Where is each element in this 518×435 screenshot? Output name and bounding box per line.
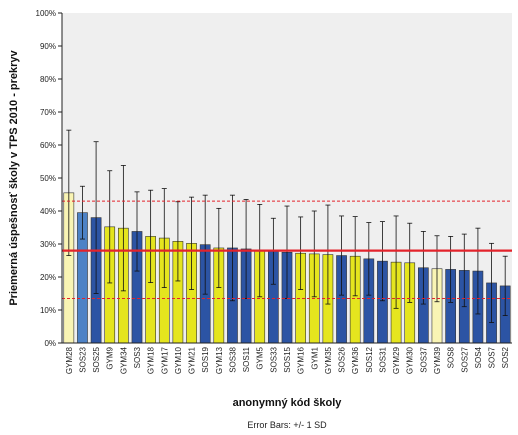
x-tick-label: SOS31: [378, 346, 387, 372]
x-tick-label: GYM35: [324, 346, 333, 374]
x-tick-label: SOS33: [269, 346, 278, 372]
x-tick-label: GYM16: [297, 346, 306, 374]
x-axis-label: anonymný kód školy: [233, 397, 343, 409]
y-tick-label: 50%: [40, 174, 56, 183]
x-tick-label: GYM28: [65, 346, 74, 374]
x-tick-label: GYM36: [351, 346, 360, 374]
x-tick-label: SOS15: [283, 346, 292, 372]
x-tick-label: GYM1: [310, 346, 319, 369]
y-tick-labels: 0% 10% 20% 30% 40% 50% 60% 70% 80% 90% 100%: [36, 9, 62, 348]
y-tick-label: 80%: [40, 75, 56, 84]
y-tick-label: 100%: [36, 9, 56, 18]
error-bar-footnote: Error Bars: +/- 1 SD: [247, 420, 327, 430]
x-tick-label: GYM34: [119, 346, 128, 374]
x-tick-label: GYM13: [215, 346, 224, 374]
x-tick-labels: GYM28 SOS23 SOS25 GYM9 GYM34 SOS3 GYM18 GYM17 GY…: [65, 346, 510, 374]
y-tick-label: 60%: [40, 141, 56, 150]
y-tick-label: 90%: [40, 42, 56, 51]
x-tick-label: SOS19: [201, 346, 210, 372]
x-tick-label: GYM30: [406, 346, 415, 374]
x-tick-label: SOS27: [460, 346, 469, 372]
x-tick-label: SOS12: [365, 346, 374, 372]
x-tick-label: GYM5: [256, 346, 265, 369]
y-tick-label: 20%: [40, 273, 56, 282]
y-tick-label: 10%: [40, 306, 56, 315]
x-tick-label: GYM10: [174, 346, 183, 374]
x-tick-label: GYM9: [106, 346, 115, 369]
x-tick-label: SOS38: [228, 346, 237, 372]
error-bars: [66, 129, 508, 323]
x-tick-label: SOS26: [338, 346, 347, 372]
x-tick-label: GYM17: [160, 346, 169, 374]
x-tick-label: SOS25: [92, 346, 101, 372]
reference-lines: [62, 200, 512, 299]
x-tick-label: GYM18: [147, 346, 156, 374]
x-tick-label: SOS8: [447, 346, 456, 368]
x-tick-label: GYM39: [433, 346, 442, 374]
y-tick-label: 30%: [40, 240, 56, 249]
y-tick-label: 40%: [40, 207, 56, 216]
y-tick-label: 70%: [40, 108, 56, 117]
x-tick-label: SOS23: [78, 346, 87, 372]
y-tick-label: 0%: [44, 339, 56, 348]
y-axis-label: Priemerná úspešnosť školy v TPS 2010 - p…: [8, 49, 20, 305]
x-tick-label: SOS11: [242, 346, 251, 372]
x-tick-label: SOS37: [419, 346, 428, 372]
x-tick-label: SOS3: [133, 346, 142, 368]
x-tick-label: GYM29: [392, 346, 401, 374]
x-tick-label: GYM21: [188, 346, 197, 374]
x-tick-label: SOS2: [501, 346, 510, 368]
x-tick-label: SOS4: [474, 346, 483, 368]
x-tick-label: SOS7: [488, 346, 497, 368]
